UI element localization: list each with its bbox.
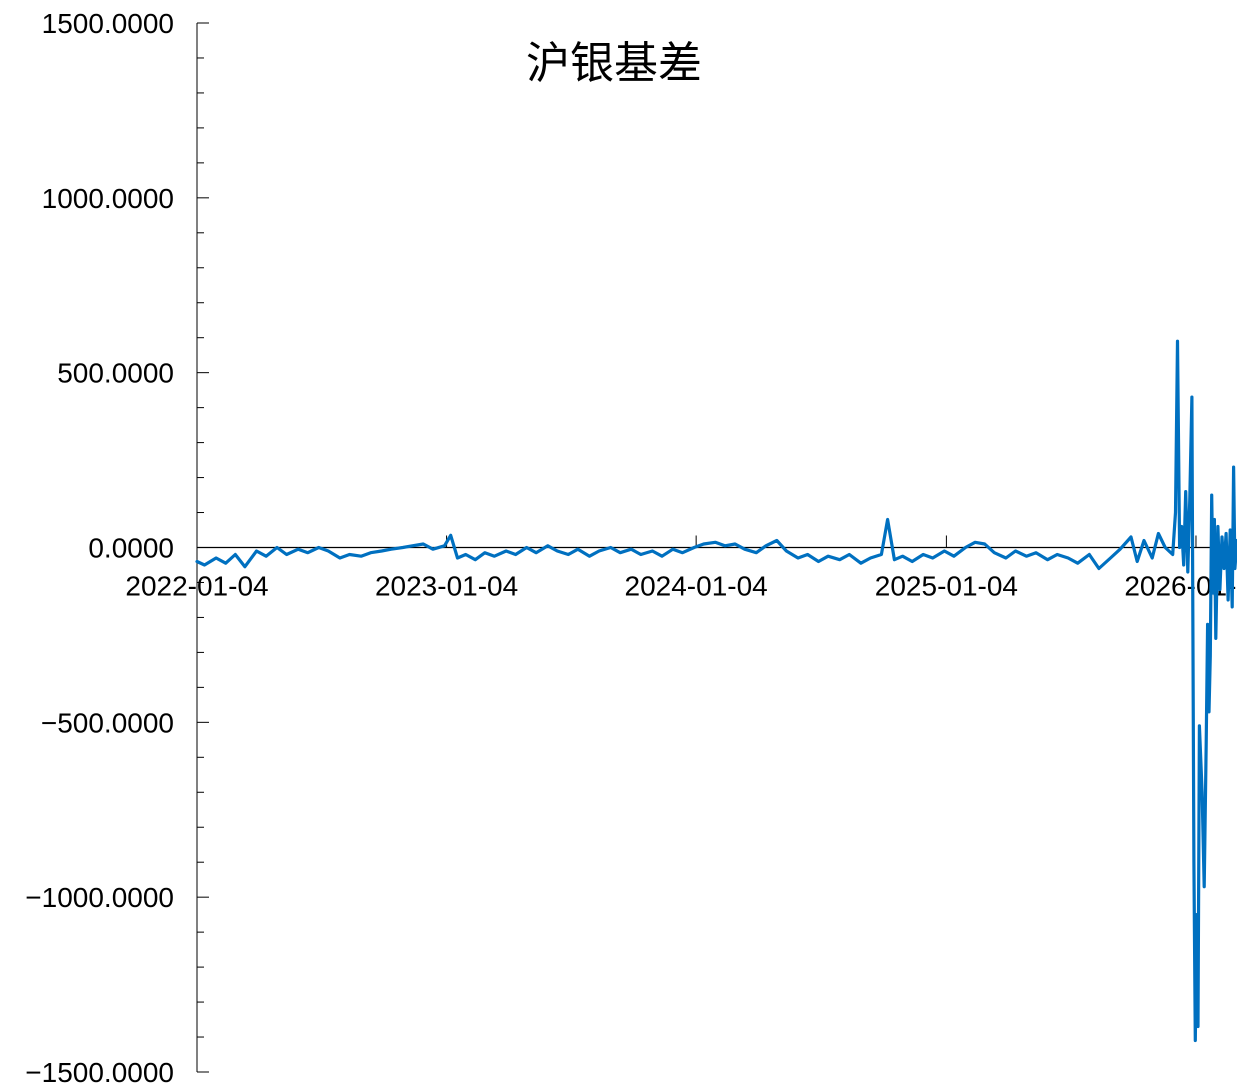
series-line [195, 339, 1237, 1043]
chart-title: 沪银基差 [526, 38, 702, 89]
y-tick-label: −1500.0000 [25, 1057, 174, 1086]
y-axis: 1500.0000 1000.0000 500.0000 0.0000 −500.000… [25, 8, 209, 1086]
x-axis: 2022-01-04 2023-01-04 2024-01-04 2025-01-04… [125, 535, 1237, 602]
x-tick-label: 2022-01-04 [125, 571, 268, 602]
x-tick-label: 2023-01-04 [375, 571, 518, 602]
y-tick-label: 1500.0000 [42, 8, 174, 39]
x-tick-label: 2024-01-04 [625, 571, 768, 602]
y-tick-label: 1000.0000 [42, 183, 174, 214]
y-tick-label: −500.0000 [41, 707, 174, 738]
y-tick-label: −1000.0000 [25, 882, 174, 913]
y-tick-label: 500.0000 [57, 358, 174, 389]
y-tick-label: 0.0000 [88, 533, 174, 564]
x-tick-label: 2025-01-04 [875, 571, 1018, 602]
series-layer [195, 339, 1237, 1043]
